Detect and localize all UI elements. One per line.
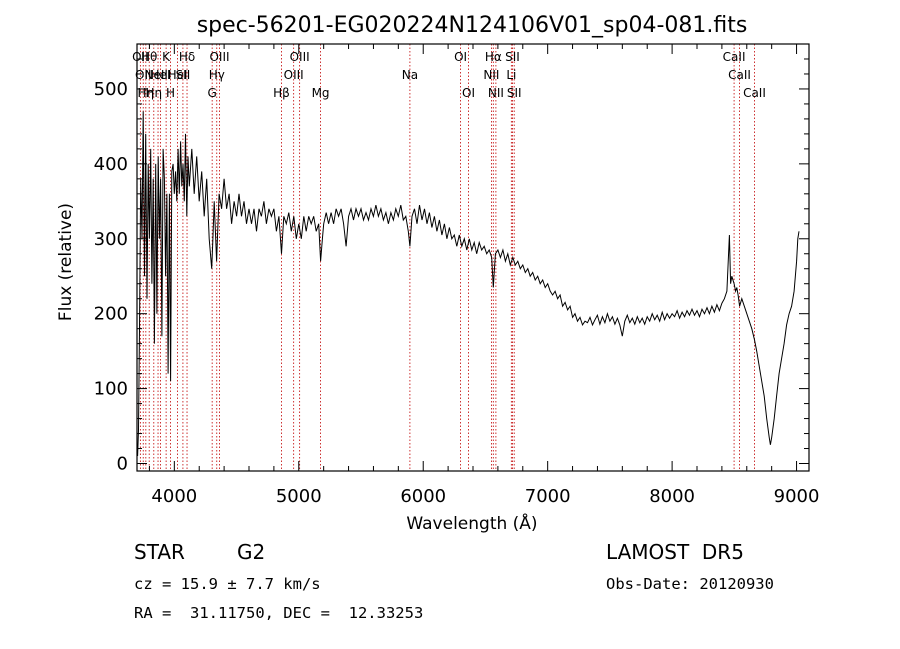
line-marker-label: CaII (743, 86, 766, 100)
redshift-value: cz = 15.9 ± 7.7 km/s (134, 575, 321, 593)
line-marker-label: NII (483, 68, 499, 82)
line-marker-label: H (166, 86, 175, 100)
line-marker-label: Hη (145, 86, 162, 100)
y-axis-ticks: 0 100 200 300 400 500 (94, 58, 809, 475)
x-axis-ticks: 4000 5000 6000 7000 8000 9000 (148, 44, 820, 507)
survey-name: LAMOST DR5 (606, 540, 744, 564)
spectrum-chart: OIIOIIHηHθHηNeIIIHeIKHHeISIIHδGHγOIIIHβO… (56, 13, 820, 534)
x-axis-label: Wavelength (Å) (406, 512, 537, 534)
line-marker-label: SII (176, 68, 191, 82)
line-marker-label: HeI (168, 68, 188, 82)
line-marker-label: Hγ (209, 68, 225, 82)
object-subclass: G2 (237, 540, 266, 564)
x-tick-label: 7000 (525, 486, 571, 507)
y-tick-label: 200 (94, 304, 128, 325)
line-marker-label: Hα (485, 50, 502, 64)
line-marker-label: HeI (151, 68, 171, 82)
line-marker-label: NII (488, 86, 504, 100)
chart-title: spec-56201-EG020224N124106V01_sp04-081.f… (197, 13, 748, 38)
line-marker-label: Na (402, 68, 418, 82)
line-marker-label: Hθ (141, 50, 157, 64)
line-marker-label: OIII (284, 68, 304, 82)
line-marker-label: Mg (312, 86, 330, 100)
y-axis-label: Flux (relative) (56, 203, 76, 321)
line-marker-label: SII (505, 50, 520, 64)
line-marker-label: OI (454, 50, 467, 64)
line-marker-label: Li (506, 68, 516, 82)
y-tick-label: 300 (94, 229, 128, 250)
line-marker-label: NeIII (145, 68, 172, 82)
line-marker-label: K (162, 50, 171, 64)
line-marker-label: OII (132, 50, 149, 64)
x-tick-label: 6000 (400, 486, 446, 507)
object-class: STAR (134, 540, 185, 564)
spectrum-line (137, 111, 800, 457)
x-tick-label: 5000 (276, 486, 322, 507)
x-tick-label: 9000 (774, 486, 820, 507)
y-tick-label: 0 (117, 454, 128, 475)
plot-frame (136, 43, 810, 472)
line-marker-label: SII (507, 86, 522, 100)
observation-date: Obs-Date: 20120930 (606, 575, 774, 593)
y-tick-label: 500 (94, 79, 128, 100)
line-marker-label: CaII (723, 50, 746, 64)
y-tick-label: 100 (94, 379, 128, 400)
line-marker-label: Hβ (273, 86, 290, 100)
line-marker-label: G (208, 86, 217, 100)
line-marker-label: Hη (138, 86, 155, 100)
coordinates: RA = 31.11750, DEC = 12.33253 (134, 604, 424, 622)
line-marker-label: Hδ (179, 50, 195, 64)
spectral-line-markers (139, 44, 755, 471)
spectral-line-labels: OIIOIIHηHθHηNeIIIHeIKHHeISIIHδGHγOIIIHβO… (132, 50, 766, 100)
line-marker-label: OIII (209, 50, 229, 64)
line-marker-label: OIII (290, 50, 310, 64)
x-tick-label: 8000 (649, 486, 695, 507)
y-tick-label: 400 (94, 154, 128, 175)
line-marker-label: CaII (728, 68, 751, 82)
line-marker-label: OII (135, 68, 152, 82)
x-tick-label: 4000 (151, 486, 197, 507)
line-marker-label: OI (462, 86, 475, 100)
